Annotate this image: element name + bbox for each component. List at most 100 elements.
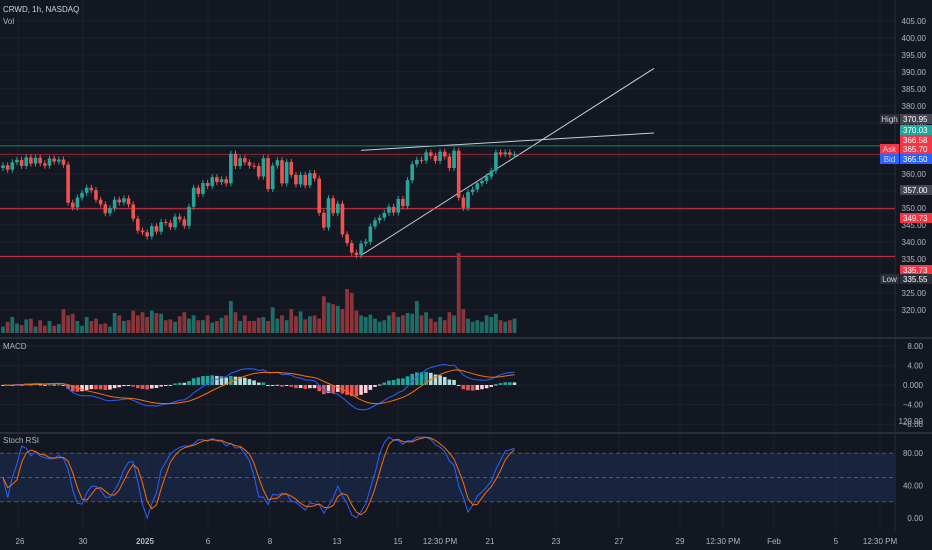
candle-body (326, 198, 331, 228)
volume-bar (1, 326, 5, 333)
volume-bar (377, 321, 382, 333)
macd-histogram-bar (405, 376, 410, 385)
macd-histogram-bar (470, 385, 475, 391)
macd-histogram-bar (284, 385, 289, 386)
macd-histogram-bar (108, 385, 112, 390)
volume-bar (387, 315, 391, 333)
macd-histogram-bar (103, 385, 108, 391)
volume-bar (215, 321, 219, 333)
price-tag (900, 185, 932, 195)
candle-body (154, 226, 159, 232)
candle-body (252, 165, 256, 167)
candle-body (215, 177, 219, 182)
macd-histogram-bar (452, 379, 456, 385)
candle-body (429, 152, 433, 156)
volume-bar (428, 318, 433, 333)
volume-bar (19, 325, 24, 333)
candle-body (117, 199, 122, 203)
price-tag (900, 144, 932, 154)
macd-histogram-bar (442, 376, 447, 385)
candle-body (475, 183, 480, 190)
volume-bar (108, 326, 112, 333)
candle-body (494, 152, 498, 171)
volume-bar (308, 316, 312, 333)
candle-body (452, 150, 456, 169)
price-tag-value: 365.50 (903, 155, 928, 164)
candle-body (419, 159, 424, 161)
candle-body (238, 158, 242, 166)
macd-histogram-bar (326, 385, 331, 393)
volume-bar (335, 305, 340, 333)
candle-body (29, 157, 33, 164)
price-tag-value: 370.95 (903, 115, 928, 124)
macd-histogram-bar (210, 375, 215, 385)
candle-body (359, 243, 363, 256)
volume-bar (66, 315, 70, 333)
volume-bar (475, 320, 480, 333)
macd-histogram-bar (475, 385, 480, 390)
candle-body (24, 157, 29, 166)
macd-histogram-bar (424, 371, 428, 385)
volume-bar (126, 320, 131, 333)
candle-body (57, 159, 61, 162)
time-axis-label: 26 (16, 537, 25, 546)
time-axis-label: 21 (486, 537, 495, 546)
volume-bar (382, 320, 387, 333)
price-tag (900, 274, 932, 284)
volume-bar (89, 321, 94, 333)
volume-bar (289, 309, 294, 333)
volume-bar (321, 296, 326, 333)
time-axis-label: 5 (834, 537, 839, 546)
candle-body (80, 192, 84, 198)
volume-bar (317, 318, 322, 333)
stoch-axis-label: 0.00 (907, 514, 923, 523)
macd-histogram-bar (252, 380, 256, 385)
macd-histogram-bar (47, 384, 52, 386)
price-tag-name: Low (882, 275, 897, 284)
candle-body (266, 158, 270, 190)
macd-histogram-bar (154, 385, 159, 388)
candle-body (294, 174, 298, 185)
candle-body (89, 187, 94, 191)
candle-body (168, 222, 173, 228)
volume-bar (461, 309, 466, 333)
volume-bar (117, 315, 122, 333)
macd-histogram-bar (196, 377, 201, 385)
candle-body (303, 174, 308, 186)
price-tag (900, 114, 932, 124)
volume-bar (210, 322, 215, 333)
candle-body (182, 219, 187, 226)
price-tag-name: High (881, 115, 897, 124)
macd-histogram-bar (238, 376, 242, 385)
price-tag-name-box (880, 274, 899, 284)
macd-histogram-bar (191, 378, 196, 385)
volume-bar (10, 317, 15, 333)
candle-body (136, 218, 140, 231)
price-axis-label: 345.00 (902, 221, 927, 230)
candle-body (47, 158, 52, 166)
volume-bar (275, 318, 280, 333)
price-axis-label: 335.00 (902, 255, 927, 264)
candle-body (308, 173, 312, 186)
price-tag-value: 335.55 (903, 275, 928, 284)
candle-body (243, 158, 247, 163)
signal-line (2, 369, 515, 405)
macd-histogram-bar (503, 382, 507, 385)
volume-bar (103, 323, 108, 333)
volume-bar (173, 321, 177, 333)
candle-body (201, 182, 205, 194)
candle-body (470, 189, 475, 193)
price-tag-name-box (880, 144, 899, 154)
volume-bar (201, 320, 205, 333)
volume-bar (191, 315, 196, 333)
candle-body (224, 179, 228, 184)
volume-bar (266, 321, 270, 333)
volume-bar (233, 312, 238, 333)
price-tag-value: 349.73 (903, 214, 928, 223)
macd-histogram-bar (131, 385, 135, 387)
volume-bar (145, 317, 150, 333)
candle-body (340, 203, 345, 235)
stoch-axis-label: 80.00 (903, 449, 924, 458)
candle-body (10, 162, 15, 170)
